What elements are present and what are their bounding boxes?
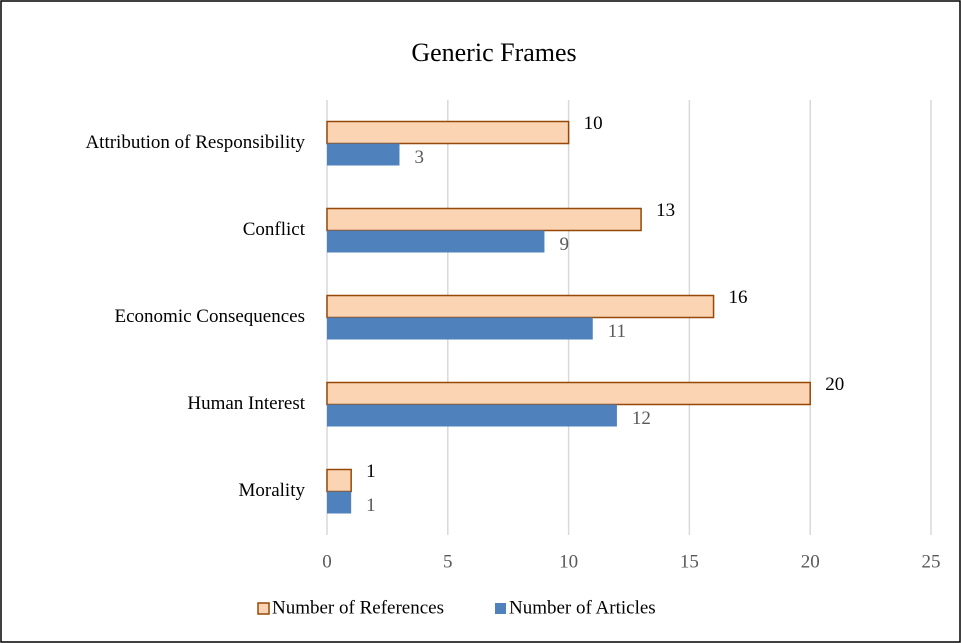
x-tick-label: 15 <box>680 551 699 572</box>
legend-swatch <box>495 603 506 614</box>
legend-swatch <box>257 602 270 615</box>
data-label: 11 <box>608 321 626 342</box>
x-tick-label: 20 <box>801 551 820 572</box>
bar <box>327 230 545 253</box>
x-tick-label: 0 <box>322 551 332 572</box>
y-tick-label: Morality <box>239 480 306 501</box>
x-tick-label: 25 <box>922 551 941 572</box>
x-tick-label: 10 <box>559 551 578 572</box>
bar <box>326 468 352 493</box>
data-label: 20 <box>825 374 844 395</box>
bar <box>326 120 570 145</box>
data-label: 12 <box>632 408 651 429</box>
data-label: 3 <box>414 147 424 168</box>
bar <box>327 143 400 166</box>
data-label: 9 <box>559 234 569 255</box>
data-label: 1 <box>366 495 376 516</box>
legend-label: Number of Articles <box>509 597 656 618</box>
y-tick-label: Economic Consequences <box>115 306 305 327</box>
bar <box>327 317 593 340</box>
bar <box>327 404 617 427</box>
data-label: 13 <box>656 200 675 221</box>
x-tick-label: 5 <box>443 551 453 572</box>
bar <box>326 381 811 406</box>
chart-title: Generic Frames <box>411 38 576 67</box>
bar <box>326 294 715 319</box>
data-label: 10 <box>584 113 603 134</box>
y-tick-label: Human Interest <box>187 393 305 414</box>
y-tick-label: Conflict <box>243 219 306 240</box>
legend-label: Number of References <box>272 597 444 618</box>
bar <box>326 207 642 232</box>
data-label: 16 <box>729 287 748 308</box>
bar <box>327 491 352 514</box>
data-label: 1 <box>366 461 376 482</box>
y-tick-label: Attribution of Responsibility <box>85 132 305 153</box>
